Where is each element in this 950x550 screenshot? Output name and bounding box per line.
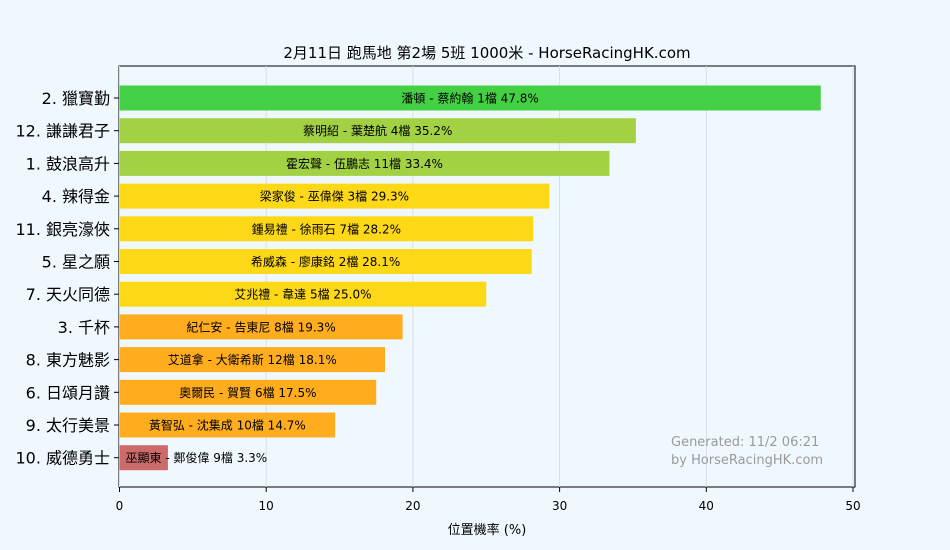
bar <box>119 150 610 176</box>
y-category-label: 7. 天火同德 <box>26 285 110 304</box>
y-category-label: 5. 星之願 <box>42 253 110 272</box>
bar-label: 艾道拿 - 大衛希斯 12檔 18.1% <box>168 352 337 367</box>
bar-label: 希威森 - 廖康銘 2檔 28.1% <box>251 254 400 269</box>
bar <box>119 249 532 274</box>
y-category-label: 6. 日頌月讚 <box>26 383 110 402</box>
bar <box>119 183 550 209</box>
y-category-label: 1. 鼓浪高升 <box>26 154 110 173</box>
y-category-label: 12. 謙謙君子 <box>15 122 110 141</box>
watermark-line-1: Generated: 11/2 06:21 <box>671 435 819 450</box>
bar <box>119 85 821 111</box>
y-category-label: 11. 銀亮濠俠 <box>15 220 110 239</box>
bar <box>119 281 487 307</box>
y-category-label: 4. 辣得金 <box>42 187 110 206</box>
watermark-line-2: by HorseRacingHK.com <box>671 453 823 468</box>
bar-label: 霍宏聲 - 伍鵬志 11檔 33.4% <box>286 156 443 171</box>
x-axis-label: 位置機率 (%) <box>448 522 527 538</box>
bar-label: 艾兆禮 - 韋達 5檔 25.0% <box>234 288 371 302</box>
x-axis-ticks: 0 10 20 30 40 50 <box>116 487 861 513</box>
bar <box>119 445 168 471</box>
x-tick-label: 40 <box>699 499 714 513</box>
bars: 潘頓 - 蔡約翰 1檔 47.8% 蔡明紹 - 葉楚航 4檔 35.2% 霍宏聲 -… <box>119 85 821 471</box>
x-tick-label: 30 <box>552 499 567 513</box>
bar-label: 鍾易禮 - 徐雨石 7檔 28.2% <box>252 221 401 236</box>
x-tick-label: 50 <box>845 499 860 513</box>
x-tick-label: 0 <box>116 499 124 513</box>
chart-title: 2月11日 跑馬地 第2場 5班 1000米 - HorseRacingHK.c… <box>283 44 690 62</box>
y-axis-labels: 2. 獵寶勤 12. 謙謙君子 1. 鼓浪高升 4. 辣得金 11. 銀亮濠俠 5. 星之… <box>15 89 119 468</box>
bar-label: 奧爾民 - 賀賢 6檔 17.5% <box>179 386 316 400</box>
bar <box>119 347 386 373</box>
bar-label: 梁家俊 - 巫偉傑 3檔 29.3% <box>260 189 409 204</box>
y-category-label: 3. 千杯 <box>58 318 110 337</box>
bar <box>119 118 636 144</box>
bar <box>119 314 403 340</box>
bar-label: 紀仁安 - 告東尼 8檔 19.3% <box>186 319 335 334</box>
bar-label: 黃智弘 - 沈集成 10檔 14.7% <box>149 418 306 433</box>
y-category-label: 10. 威德勇士 <box>15 449 110 468</box>
y-category-label: 9. 太行美景 <box>26 416 110 435</box>
bar <box>119 216 534 242</box>
y-category-label: 2. 獵寶勤 <box>42 89 110 108</box>
bar <box>119 412 336 438</box>
bar-label: 巫顯東 - 鄭俊偉 9檔 3.3% <box>126 450 268 465</box>
bar-label: 蔡明紹 - 葉楚航 4檔 35.2% <box>303 123 452 138</box>
bar <box>119 379 377 405</box>
x-tick-label: 20 <box>405 499 420 513</box>
bar-label: 潘頓 - 蔡約翰 1檔 47.8% <box>401 91 538 106</box>
x-tick-label: 10 <box>259 499 274 513</box>
y-category-label: 8. 東方魅影 <box>26 351 110 370</box>
